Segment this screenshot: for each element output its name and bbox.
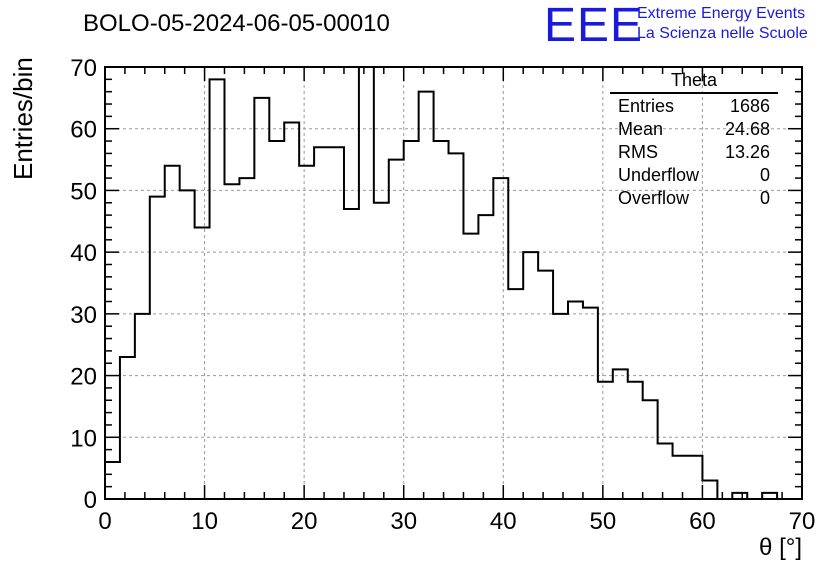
x-tick-label: 30 [390, 508, 417, 535]
stats-label: Mean [618, 119, 664, 139]
stats-title: Theta [610, 70, 778, 94]
stats-row-mean: Mean 24.68 [610, 118, 778, 141]
x-tick-label: 0 [98, 508, 111, 535]
logo-line-2: La Scienza nelle Scuole [637, 25, 808, 42]
stats-value: 0 [759, 188, 770, 208]
stats-value: 1686 [729, 96, 770, 116]
stats-value: 0 [759, 165, 770, 185]
y-tick-label: 0 [84, 487, 97, 514]
y-tick-label: 70 [70, 55, 97, 82]
y-tick-label: 60 [70, 117, 97, 144]
stats-row-rms: RMS 13.26 [610, 141, 778, 164]
x-tick-label: 20 [291, 508, 318, 535]
y-tick-label: 50 [70, 178, 97, 205]
plot-frame [104, 66, 803, 500]
grid-lines [105, 67, 802, 499]
y-axis-label: Entries/bin [8, 57, 38, 180]
stats-value: 24.68 [724, 119, 770, 139]
stats-label: Overflow [618, 188, 690, 208]
stats-label: Entries [618, 96, 675, 116]
stats-label: RMS [618, 142, 658, 162]
x-tick-label: 50 [590, 508, 617, 535]
x-tick-label: 60 [689, 508, 716, 535]
stats-row-underflow: Underflow 0 [610, 164, 778, 187]
eee-logo: EEE Extreme Energy Events La Scienza nel… [544, 0, 834, 52]
y-tick-label: 10 [70, 425, 97, 452]
y-tick-label: 20 [70, 364, 97, 391]
x-tick-label: 40 [490, 508, 517, 535]
x-axis-label: θ [°] [759, 534, 802, 561]
stats-label: Underflow [618, 165, 700, 185]
y-tick-label: 30 [70, 302, 97, 329]
tick-labels: 0 10 20 30 40 50 60 70 0 10 20 30 40 50 60 70 [70, 55, 815, 535]
x-tick-label: 70 [789, 508, 816, 535]
logo-line-1: Extreme Energy Events [637, 5, 806, 22]
stats-row-entries: Entries 1686 [610, 95, 778, 118]
stats-box: Theta Entries 1686 Mean 24.68 RMS 13.26 … [610, 70, 778, 210]
stats-row-overflow: Overflow 0 [610, 187, 778, 210]
chart-title: BOLO-05-2024-06-05-00010 [83, 10, 390, 37]
histogram-series-line [104, 66, 802, 500]
y-tick-label: 40 [70, 240, 97, 267]
logo-letters: EEE [544, 0, 644, 52]
axis-ticks [104, 66, 803, 500]
stats-value: 13.26 [724, 142, 770, 162]
x-tick-label: 10 [191, 508, 218, 535]
